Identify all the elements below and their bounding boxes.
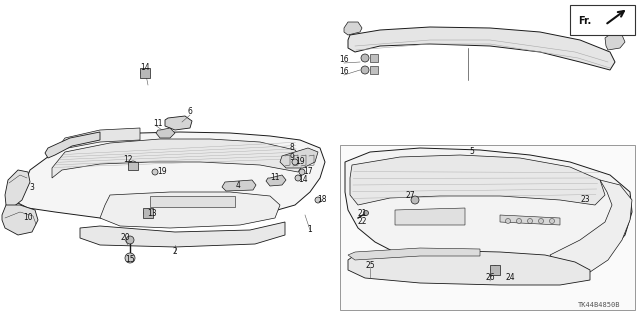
Polygon shape	[350, 155, 605, 205]
Polygon shape	[143, 208, 153, 218]
Polygon shape	[100, 192, 280, 228]
Circle shape	[361, 66, 369, 74]
Text: 8: 8	[290, 144, 294, 152]
Circle shape	[527, 219, 532, 224]
Circle shape	[129, 161, 137, 169]
Polygon shape	[550, 180, 632, 275]
Polygon shape	[280, 148, 318, 168]
Polygon shape	[156, 128, 175, 138]
Circle shape	[538, 219, 543, 224]
Polygon shape	[150, 196, 235, 207]
Polygon shape	[2, 205, 38, 235]
Text: 18: 18	[317, 196, 327, 204]
Text: 11: 11	[270, 174, 280, 182]
Text: 14: 14	[298, 175, 308, 184]
Polygon shape	[605, 33, 625, 50]
Polygon shape	[348, 250, 590, 285]
Polygon shape	[344, 22, 362, 35]
Text: 26: 26	[485, 273, 495, 283]
Polygon shape	[370, 66, 378, 74]
Circle shape	[141, 69, 149, 77]
Circle shape	[550, 219, 554, 224]
Text: 25: 25	[365, 261, 375, 270]
Polygon shape	[140, 68, 150, 78]
Text: 9: 9	[289, 153, 294, 162]
Circle shape	[411, 196, 419, 204]
Circle shape	[361, 54, 369, 62]
Text: 23: 23	[580, 196, 590, 204]
Text: 4: 4	[236, 181, 241, 189]
Circle shape	[516, 219, 522, 224]
Text: 20: 20	[120, 233, 130, 241]
Bar	[340, 145, 635, 310]
Circle shape	[299, 169, 305, 175]
Text: 15: 15	[125, 256, 135, 264]
Polygon shape	[128, 162, 138, 170]
Text: 27: 27	[405, 191, 415, 201]
Text: 2: 2	[173, 248, 177, 256]
Circle shape	[315, 197, 321, 203]
Text: 16: 16	[339, 56, 349, 64]
Polygon shape	[348, 248, 480, 260]
Circle shape	[292, 159, 298, 165]
Text: 21: 21	[357, 209, 367, 218]
Text: Fr.: Fr.	[578, 16, 591, 26]
Polygon shape	[222, 180, 256, 191]
Text: 12: 12	[124, 154, 132, 164]
Text: 19: 19	[157, 167, 167, 176]
Polygon shape	[370, 54, 378, 62]
Text: 22: 22	[357, 218, 367, 226]
Polygon shape	[80, 222, 285, 247]
Text: 1: 1	[308, 226, 312, 234]
Circle shape	[506, 219, 511, 224]
Polygon shape	[266, 175, 286, 186]
Polygon shape	[490, 265, 500, 275]
Text: 11: 11	[153, 118, 163, 128]
Bar	[570, 5, 635, 35]
Polygon shape	[5, 170, 30, 208]
Text: 6: 6	[188, 108, 193, 116]
Text: 10: 10	[23, 213, 33, 222]
Circle shape	[364, 211, 369, 216]
Polygon shape	[52, 139, 305, 178]
Text: 19: 19	[295, 158, 305, 167]
Text: 17: 17	[303, 167, 313, 176]
Circle shape	[295, 175, 301, 181]
Polygon shape	[45, 132, 100, 158]
Text: 16: 16	[339, 68, 349, 77]
Text: 14: 14	[140, 63, 150, 71]
Circle shape	[126, 236, 134, 244]
Circle shape	[125, 253, 135, 263]
Polygon shape	[348, 27, 615, 70]
Text: 24: 24	[505, 273, 515, 283]
Polygon shape	[345, 148, 632, 274]
Text: TK44B4850B: TK44B4850B	[577, 302, 620, 308]
Polygon shape	[395, 208, 465, 225]
Text: 5: 5	[470, 147, 474, 157]
Circle shape	[144, 209, 152, 217]
Polygon shape	[18, 132, 325, 220]
Polygon shape	[500, 215, 560, 225]
Text: 13: 13	[147, 209, 157, 218]
Text: 3: 3	[29, 183, 35, 192]
Circle shape	[491, 266, 499, 274]
Polygon shape	[165, 116, 192, 130]
Circle shape	[152, 169, 158, 175]
Polygon shape	[60, 128, 140, 150]
